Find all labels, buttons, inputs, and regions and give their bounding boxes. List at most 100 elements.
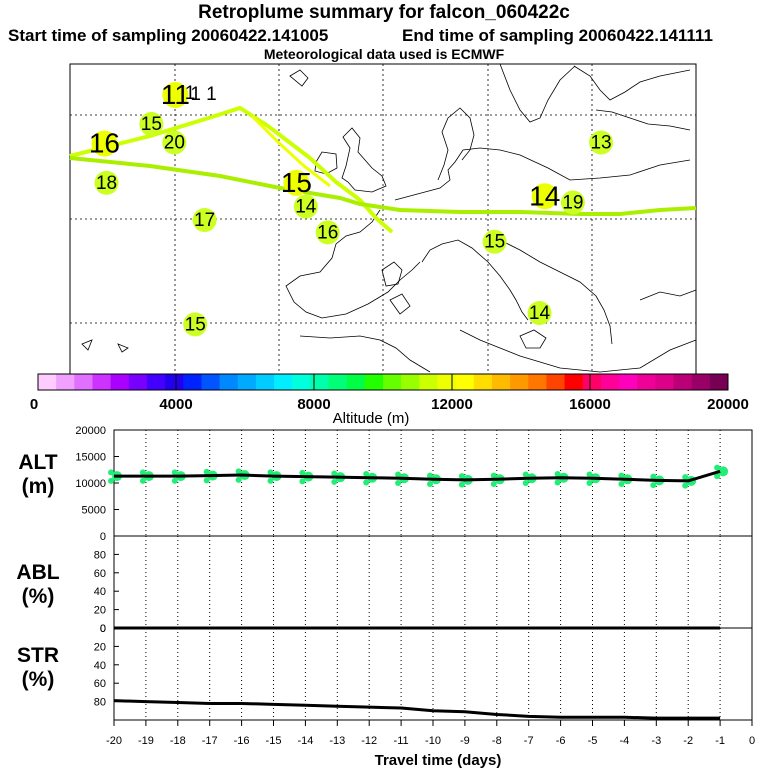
map-marker — [293, 194, 318, 219]
y-tick-label: 60 — [94, 568, 106, 580]
altitude-point — [714, 464, 721, 471]
altitude-point — [363, 479, 370, 486]
map-marker — [560, 190, 585, 215]
altitude-panel: 0 5000 10000 15000 20000 ALT(m) — [18, 425, 753, 543]
map-label: 20 — [164, 133, 185, 154]
altitude-point — [618, 481, 625, 488]
series-line — [114, 469, 721, 483]
plume-track-northern — [69, 105, 394, 234]
altitude-point — [458, 481, 465, 488]
map-label: 1 1 — [190, 84, 216, 105]
altitude-point — [171, 469, 178, 476]
map-marker — [531, 183, 558, 210]
colorbar-cell — [510, 374, 529, 390]
map-marker — [162, 82, 189, 108]
map-gridlines — [70, 64, 696, 374]
altitude-point — [171, 477, 178, 484]
y-tick-label: 20 — [94, 641, 106, 653]
met-data-label: Meteorological data used is ECMWF — [263, 46, 505, 62]
altitude-point — [490, 481, 497, 488]
y-tick-label: 5000 — [82, 505, 106, 517]
y-tick-label: 10000 — [75, 478, 106, 490]
altitude-point — [720, 469, 727, 476]
altitude-point — [331, 470, 338, 477]
colorbar-cell — [128, 374, 148, 390]
colorbar-cell — [274, 374, 293, 390]
altitude-point — [139, 469, 146, 476]
travel-time-axis: -20 -19 -18 -17 -16 -15 -14 -13 -12 -11 -10 -9 -8 -7-… — [106, 720, 755, 747]
colorbar-cell — [310, 374, 330, 390]
map-marker — [162, 130, 187, 155]
altitude-point — [427, 472, 433, 479]
y-tick-label: 40 — [94, 586, 106, 598]
colorbar-cell — [364, 374, 384, 390]
colorbar-cell — [110, 374, 130, 390]
x-tick-label: -19 — [138, 735, 154, 747]
colorbar-cell — [74, 374, 93, 390]
plume-track-southern — [69, 156, 697, 216]
altitude-point — [363, 470, 370, 477]
colorbar-cell — [165, 374, 184, 390]
x-tick-label: -4 — [620, 735, 630, 747]
panel-frame — [113, 535, 753, 629]
altitude-point — [267, 469, 274, 476]
colorbar-cell — [56, 374, 75, 390]
altitude-point — [682, 482, 689, 489]
x-tick-label: -7 — [524, 735, 534, 747]
colorbar-cell — [183, 374, 202, 390]
x-tick-label: -15 — [266, 735, 282, 747]
x-tick-label: -10 — [425, 735, 441, 747]
altitude-point — [554, 479, 561, 486]
colorbar-cell — [146, 374, 166, 390]
panel-label: (%) — [22, 585, 55, 608]
colorbar-tick-label: 4000 — [159, 396, 192, 413]
map-marker — [589, 130, 614, 155]
abl-panel: 0 20 40 60 80 ABL(%) — [16, 535, 753, 635]
map-marker — [91, 130, 118, 157]
y-tick-label: 80 — [94, 697, 106, 709]
plume-trajectories — [69, 105, 697, 234]
altitude-point — [650, 482, 657, 489]
altitude-point — [586, 480, 593, 486]
chart-title: Retroplume summary for falcon_060422c — [198, 2, 570, 23]
map-label: 11 — [161, 79, 190, 110]
colorbar-cell — [237, 374, 257, 390]
colorbar-cell — [691, 374, 711, 390]
colorbar-ticks: 0 4000 8000 12000 16000 20000 — [30, 374, 749, 413]
x-tick-label: -12 — [361, 735, 377, 747]
panel-label: ABL — [16, 561, 59, 584]
x-tick-label: -14 — [297, 735, 313, 747]
colorbar-cell — [292, 374, 311, 390]
y-tick-label: 80 — [94, 549, 106, 561]
x-tick-label: -16 — [234, 735, 250, 747]
colorbar-cell — [38, 374, 57, 390]
y-tick-label: 40 — [94, 660, 106, 672]
str-panel: 0 20 40 60 80 STR(%) — [17, 623, 753, 721]
colorbar-cell — [546, 374, 566, 390]
altitude-point — [203, 477, 210, 484]
altitude-point — [395, 480, 402, 486]
altitude-point — [203, 468, 210, 475]
panel-label: STR — [17, 644, 59, 667]
colorbar-cell — [491, 374, 511, 390]
map-label: 18 — [96, 173, 117, 194]
map-marker — [315, 220, 340, 245]
altitude-point — [299, 478, 306, 485]
altitude-point — [331, 478, 338, 485]
panel-label: (%) — [22, 668, 55, 691]
plume-track-branch — [250, 114, 331, 188]
colorbar-cell — [328, 374, 348, 390]
colorbar-tick-label: 12000 — [431, 396, 473, 413]
x-tick-label: -13 — [329, 735, 345, 747]
map-marker — [482, 229, 507, 254]
altitude-colorbar: 0 4000 8000 12000 16000 20000 Altitude (m) — [30, 373, 749, 427]
y-tick-label: 0 — [100, 623, 106, 635]
colorbar-label: Altitude (m) — [333, 410, 410, 427]
y-tick-label: 60 — [94, 678, 106, 690]
altitude-point — [714, 473, 721, 480]
series-line — [113, 699, 721, 720]
x-tick-label: -20 — [106, 735, 122, 747]
x-axis-label: Travel time (days) — [375, 752, 502, 768]
map-marker — [192, 208, 217, 233]
